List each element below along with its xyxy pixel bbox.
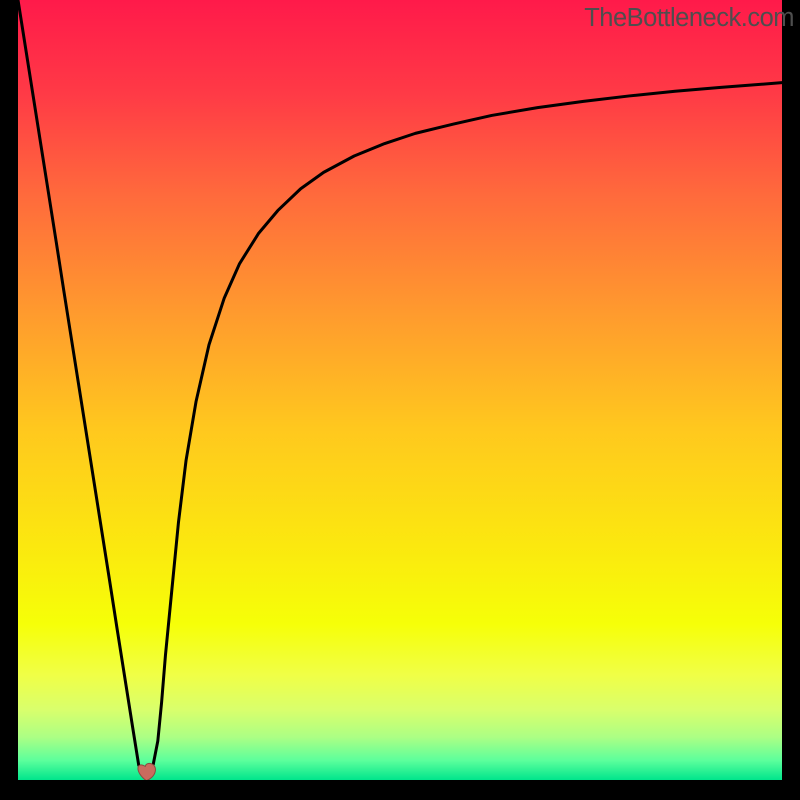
watermark-label[interactable]: TheBottleneck.com [584, 4, 794, 33]
chart-container: { "watermark": { "text": "TheBottleneck.… [0, 0, 800, 800]
bottleneck-chart-svg [0, 0, 800, 800]
